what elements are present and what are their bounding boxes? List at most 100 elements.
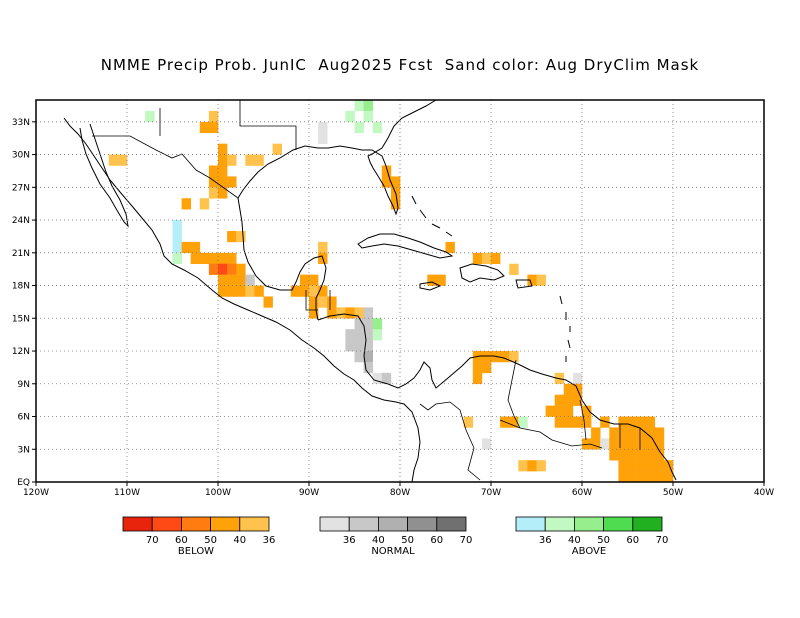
grid-cell <box>381 372 392 385</box>
legend-caption: NORMAL <box>371 546 415 557</box>
grid-cell <box>554 405 565 417</box>
legend-value: 70 <box>460 535 473 546</box>
grid-cell <box>208 263 219 275</box>
grid-cell <box>181 198 191 210</box>
grid-cell <box>390 176 401 188</box>
grid-cell <box>572 372 583 385</box>
grid-cell <box>491 252 501 265</box>
grid-cell <box>318 241 328 254</box>
bahamas <box>411 195 453 237</box>
legend-swatch <box>122 516 153 532</box>
grid-cell <box>236 285 246 297</box>
grid-cell <box>390 198 401 210</box>
legend-value: 36 <box>343 535 356 546</box>
grid-cell <box>663 460 674 472</box>
grid-cell <box>263 296 273 308</box>
grid-cell <box>309 296 319 308</box>
grid-cell <box>645 471 656 483</box>
legend-swatch <box>151 516 182 532</box>
mexico-gulf-coast <box>237 197 327 321</box>
grid-cell <box>227 285 237 297</box>
grid-cell <box>108 154 119 166</box>
grid-cell <box>591 427 601 439</box>
grid-cell <box>618 416 628 428</box>
y-tick-label: 9N <box>18 380 30 390</box>
grid-cell <box>254 285 264 297</box>
grid-cell <box>654 427 665 439</box>
grid-cell <box>318 132 328 144</box>
grid-cell <box>472 372 483 385</box>
grid-cell <box>354 307 364 319</box>
grid-cell <box>208 176 219 188</box>
grid-cell <box>145 110 155 123</box>
grid-cell <box>636 471 646 483</box>
grid-cell <box>354 329 364 341</box>
legend-normal: 36 40 50 60 70 NORMAL <box>319 516 473 557</box>
grid-cell <box>636 427 646 439</box>
grid-cell <box>572 394 583 406</box>
grid-cell <box>600 416 610 428</box>
grid-cell <box>327 307 337 319</box>
grid-cell <box>527 274 537 286</box>
grid-cell <box>208 121 219 134</box>
jamaica-outline <box>419 281 442 291</box>
grid-cell <box>245 154 255 166</box>
legend-swatch <box>377 516 408 532</box>
legend-value: 50 <box>597 535 610 546</box>
grid-cell <box>363 307 373 319</box>
lesser-antilles <box>559 295 571 362</box>
grid-cell <box>227 263 237 275</box>
grid-cell <box>190 252 201 265</box>
y-tick-label: 24N <box>12 216 30 226</box>
grid-cell <box>236 274 246 286</box>
grid-cell <box>218 252 228 265</box>
grid-cell <box>363 100 373 112</box>
grid-cell <box>354 351 364 363</box>
legend-swatch <box>515 516 546 532</box>
grid-cell <box>463 416 474 428</box>
legend-value: 70 <box>146 535 159 546</box>
grid-cell <box>318 285 328 297</box>
grid-cell <box>218 165 228 177</box>
legend-below: 70 60 50 40 36 BELOW <box>122 516 276 557</box>
grid-cell <box>218 143 228 155</box>
grid-cell <box>545 405 555 417</box>
grid-cell <box>618 449 628 461</box>
grid-cell <box>218 187 228 199</box>
grid-cell <box>591 438 601 450</box>
grid-cell <box>427 274 437 286</box>
grid-cell <box>600 438 610 450</box>
grid-cell <box>636 416 646 428</box>
grid-cell <box>627 438 637 450</box>
grid-cell <box>218 285 228 297</box>
grid-cell <box>345 329 355 341</box>
x-tick-label: 60W <box>572 488 592 498</box>
legend-above: 36 40 50 60 70 ABOVE <box>515 516 669 557</box>
hispaniola-outline <box>459 263 505 283</box>
grid-cell <box>518 460 528 472</box>
grid-cell <box>582 416 592 428</box>
grid-cell <box>518 416 528 428</box>
grid-cell <box>345 110 355 123</box>
grid-cell <box>627 460 637 472</box>
grid-cell <box>354 121 364 134</box>
grid-cell <box>472 252 483 265</box>
grid-cell <box>236 263 246 275</box>
pacific-coast <box>63 117 421 483</box>
grid-cell <box>563 394 574 406</box>
grid-cell <box>636 438 646 450</box>
grid-cell <box>218 154 228 166</box>
grid-cell <box>272 143 282 155</box>
grid-cell <box>563 383 574 395</box>
legend-value: 36 <box>263 535 276 546</box>
grid-cell <box>363 318 373 330</box>
grid-cell <box>172 252 182 265</box>
legend-value: 70 <box>656 535 669 546</box>
grid-cell <box>582 405 592 417</box>
x-tick-label: 110W <box>114 488 140 498</box>
grid-cell <box>354 318 364 330</box>
grid-cell <box>363 351 373 363</box>
x-tick-label: 100W <box>205 488 231 498</box>
grid-cell <box>372 329 383 341</box>
